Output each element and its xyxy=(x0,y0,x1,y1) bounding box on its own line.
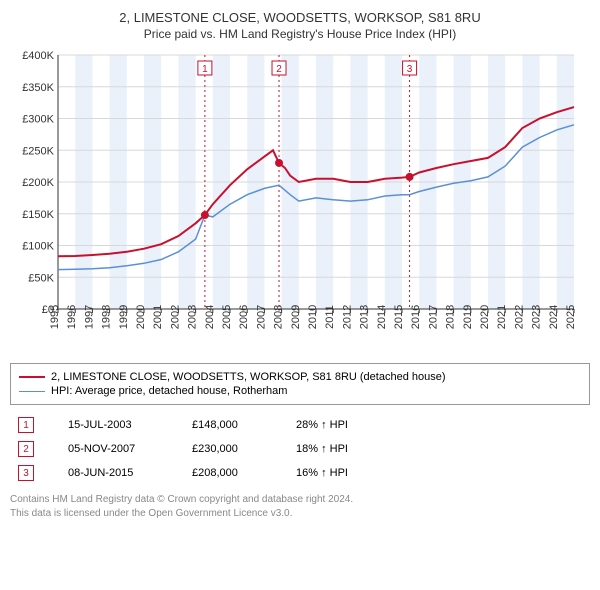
svg-text:1996: 1996 xyxy=(66,305,78,329)
svg-text:2017: 2017 xyxy=(427,305,439,329)
svg-text:3: 3 xyxy=(407,64,413,75)
sale-tag-3: 3 xyxy=(18,465,34,481)
svg-text:2007: 2007 xyxy=(255,305,267,329)
svg-text:2005: 2005 xyxy=(221,305,233,329)
svg-text:2021: 2021 xyxy=(496,305,508,329)
sale-pct-2: 18% ↑ HPI xyxy=(296,443,396,455)
footnote-line-1: Contains HM Land Registry data © Crown c… xyxy=(10,493,590,507)
legend-item-hpi: HPI: Average price, detached house, Roth… xyxy=(19,384,581,398)
svg-text:2015: 2015 xyxy=(393,305,405,329)
sale-row-2: 2 05-NOV-2007 £230,000 18% ↑ HPI xyxy=(10,437,590,461)
sale-price-3: £208,000 xyxy=(192,467,282,479)
sale-pct-1: 28% ↑ HPI xyxy=(296,419,396,431)
svg-text:2001: 2001 xyxy=(152,305,164,329)
chart-container: 2, LIMESTONE CLOSE, WOODSETTS, WORKSOP, … xyxy=(10,10,590,521)
svg-text:2004: 2004 xyxy=(204,305,216,329)
svg-text:£150K: £150K xyxy=(22,209,54,221)
legend-swatch-property xyxy=(19,376,45,378)
svg-text:2022: 2022 xyxy=(513,305,525,329)
footnote: Contains HM Land Registry data © Crown c… xyxy=(10,493,590,521)
plot-svg: £0£50K£100K£150K£200K£250K£300K£350K£400… xyxy=(10,49,580,359)
sale-price-2: £230,000 xyxy=(192,443,282,455)
svg-text:2010: 2010 xyxy=(307,305,319,329)
svg-text:1997: 1997 xyxy=(83,305,95,329)
sale-tag-1: 1 xyxy=(18,417,34,433)
svg-text:2016: 2016 xyxy=(410,305,422,329)
svg-text:2018: 2018 xyxy=(445,305,457,329)
sale-row-3: 3 08-JUN-2015 £208,000 16% ↑ HPI xyxy=(10,461,590,485)
legend: 2, LIMESTONE CLOSE, WOODSETTS, WORKSOP, … xyxy=(10,363,590,405)
sale-date-2: 05-NOV-2007 xyxy=(68,443,178,455)
svg-text:1998: 1998 xyxy=(101,305,113,329)
chart-title: 2, LIMESTONE CLOSE, WOODSETTS, WORKSOP, … xyxy=(10,10,590,25)
svg-text:£200K: £200K xyxy=(22,177,54,189)
svg-text:2002: 2002 xyxy=(169,305,181,329)
footnote-line-2: This data is licensed under the Open Gov… xyxy=(10,507,590,521)
svg-text:£100K: £100K xyxy=(22,241,54,253)
svg-text:1999: 1999 xyxy=(118,305,130,329)
svg-text:£350K: £350K xyxy=(22,82,54,94)
sale-date-1: 15-JUL-2003 xyxy=(68,419,178,431)
svg-text:2014: 2014 xyxy=(376,305,388,329)
svg-text:2003: 2003 xyxy=(187,305,199,329)
svg-text:1: 1 xyxy=(202,64,208,75)
sale-tag-2: 2 xyxy=(18,441,34,457)
legend-label-hpi: HPI: Average price, detached house, Roth… xyxy=(51,385,287,397)
svg-text:2025: 2025 xyxy=(565,305,577,329)
svg-text:1995: 1995 xyxy=(49,305,61,329)
title-block: 2, LIMESTONE CLOSE, WOODSETTS, WORKSOP, … xyxy=(10,10,590,41)
svg-text:£50K: £50K xyxy=(28,272,54,284)
svg-text:2024: 2024 xyxy=(548,305,560,329)
svg-text:2020: 2020 xyxy=(479,305,491,329)
svg-text:2: 2 xyxy=(276,64,282,75)
svg-text:2006: 2006 xyxy=(238,305,250,329)
svg-text:£400K: £400K xyxy=(22,50,54,62)
svg-text:2000: 2000 xyxy=(135,305,147,329)
svg-text:£300K: £300K xyxy=(22,114,54,126)
svg-text:2008: 2008 xyxy=(273,305,285,329)
sales-table: 1 15-JUL-2003 £148,000 28% ↑ HPI 2 05-NO… xyxy=(10,413,590,485)
sale-row-1: 1 15-JUL-2003 £148,000 28% ↑ HPI xyxy=(10,413,590,437)
svg-text:2023: 2023 xyxy=(531,305,543,329)
sale-price-1: £148,000 xyxy=(192,419,282,431)
legend-label-property: 2, LIMESTONE CLOSE, WOODSETTS, WORKSOP, … xyxy=(51,371,446,383)
svg-text:2009: 2009 xyxy=(290,305,302,329)
svg-text:2013: 2013 xyxy=(359,305,371,329)
chart-subtitle: Price paid vs. HM Land Registry's House … xyxy=(10,27,590,41)
legend-swatch-hpi xyxy=(19,391,45,392)
svg-text:2012: 2012 xyxy=(341,305,353,329)
svg-text:2019: 2019 xyxy=(462,305,474,329)
svg-text:£250K: £250K xyxy=(22,145,54,157)
sale-pct-3: 16% ↑ HPI xyxy=(296,467,396,479)
sale-date-3: 08-JUN-2015 xyxy=(68,467,178,479)
legend-item-property: 2, LIMESTONE CLOSE, WOODSETTS, WORKSOP, … xyxy=(19,370,581,384)
plot-area: £0£50K£100K£150K£200K£250K£300K£350K£400… xyxy=(10,49,580,359)
